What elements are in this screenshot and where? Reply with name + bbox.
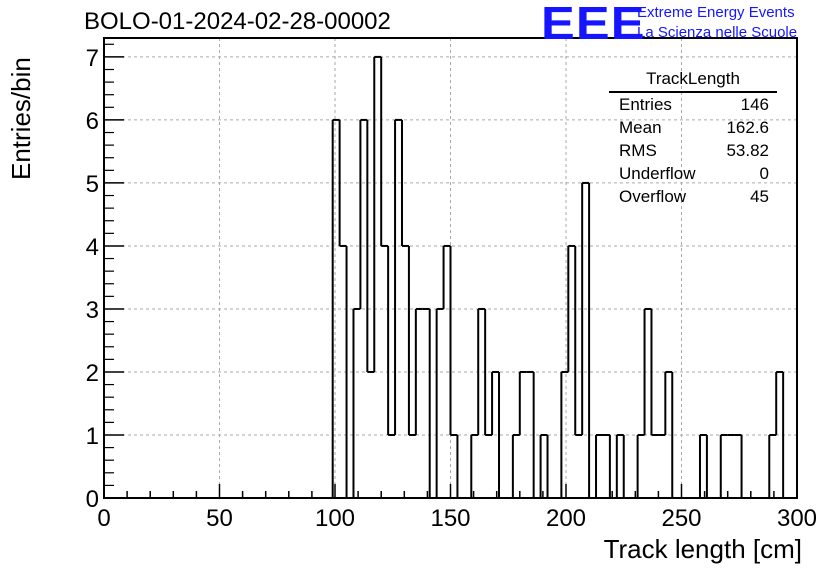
stats-value: 146 bbox=[740, 95, 769, 114]
logo-subtitle-1: Extreme Energy Events bbox=[637, 4, 795, 21]
y-tick-label: 3 bbox=[86, 297, 99, 324]
y-axis-label: Entries/bin bbox=[6, 57, 36, 180]
stats-label: Mean bbox=[619, 118, 662, 137]
stats-row-overflow: Overflow 45 bbox=[609, 185, 777, 208]
y-tick-label: 6 bbox=[86, 108, 99, 135]
y-tick-label: 5 bbox=[86, 171, 99, 198]
x-tick-label: 50 bbox=[206, 505, 233, 532]
y-tick-label: 2 bbox=[86, 360, 99, 387]
y-tick-label: 0 bbox=[86, 486, 99, 513]
x-tick-label: 300 bbox=[777, 505, 817, 532]
stats-row-entries: Entries 146 bbox=[609, 93, 777, 116]
stats-label: Underflow bbox=[619, 164, 696, 183]
x-tick-label: 0 bbox=[97, 505, 110, 532]
x-tick-label: 250 bbox=[661, 505, 701, 532]
y-tick-label: 7 bbox=[86, 45, 99, 72]
stats-title: TrackLength bbox=[609, 69, 777, 93]
stats-row-underflow: Underflow 0 bbox=[609, 162, 777, 185]
stats-label: RMS bbox=[619, 141, 657, 160]
logo-subtitle-2: La Scienza nelle Scuole bbox=[637, 24, 798, 41]
stats-value: 162.6 bbox=[726, 118, 769, 137]
y-tick-label: 4 bbox=[86, 234, 99, 261]
x-tick-label: 150 bbox=[430, 505, 470, 532]
x-axis-label: Track length [cm] bbox=[603, 534, 802, 564]
eee-logo: EEE bbox=[541, 0, 646, 49]
stats-box: TrackLength Entries 146 Mean 162.6 RMS 5… bbox=[609, 69, 777, 208]
stats-value: 0 bbox=[759, 164, 769, 183]
run-title: BOLO-01-2024-02-28-00002 bbox=[84, 8, 391, 35]
x-tick-label: 200 bbox=[546, 505, 586, 532]
y-tick-label: 1 bbox=[86, 423, 99, 450]
stats-value: 45 bbox=[750, 187, 769, 206]
stats-row-mean: Mean 162.6 bbox=[609, 116, 777, 139]
stats-value: 53.82 bbox=[726, 141, 769, 160]
x-tick-label: 100 bbox=[315, 505, 355, 532]
stats-label: Entries bbox=[619, 95, 672, 114]
stats-row-rms: RMS 53.82 bbox=[609, 139, 777, 162]
stats-label: Overflow bbox=[619, 187, 687, 206]
